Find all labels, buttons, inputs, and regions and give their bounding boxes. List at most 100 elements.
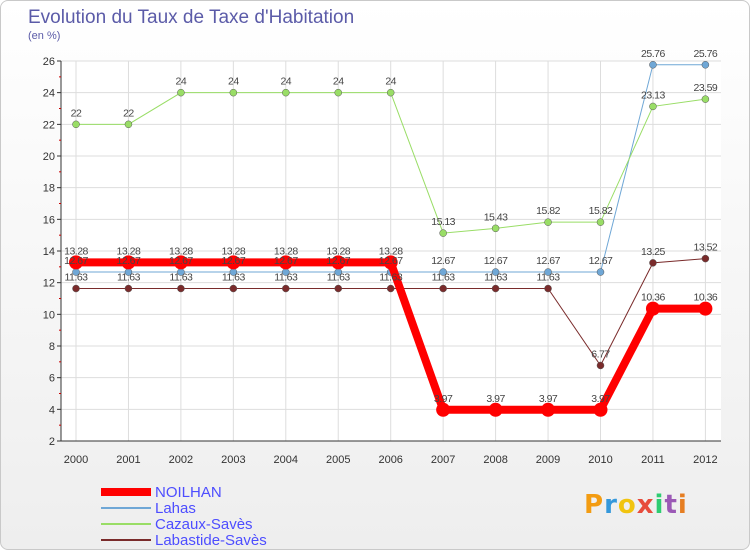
data-label: 10.36 xyxy=(694,292,718,304)
data-point xyxy=(544,268,552,276)
data-label: 24 xyxy=(333,76,344,88)
x-tick-label: 2009 xyxy=(536,454,560,466)
data-point xyxy=(177,284,185,293)
y-tick-label: 24 xyxy=(43,88,55,100)
data-label: 12.67 xyxy=(536,255,560,267)
data-label: 13.28 xyxy=(326,245,350,257)
data-label: 3.97 xyxy=(591,393,610,405)
data-label: 11.63 xyxy=(169,272,193,284)
data-label: 11.63 xyxy=(327,272,351,284)
data-point xyxy=(72,120,80,129)
data-label: 11.63 xyxy=(432,272,456,284)
logo-letter: t xyxy=(664,490,678,520)
data-label: 12.67 xyxy=(431,255,455,267)
data-label: 22 xyxy=(123,107,134,119)
data-label: 23.59 xyxy=(694,82,718,94)
data-point xyxy=(124,284,133,293)
data-label: 24 xyxy=(228,76,239,88)
data-point xyxy=(701,61,710,69)
data-point xyxy=(491,224,500,233)
legend-item: NOILHAN xyxy=(101,483,267,501)
data-label: 3.97 xyxy=(486,393,505,405)
logo-letter: x xyxy=(636,490,655,520)
data-point xyxy=(593,402,608,417)
x-tick-label: 2010 xyxy=(588,454,612,466)
data-label: 13.28 xyxy=(169,245,193,257)
data-point xyxy=(649,102,657,111)
data-label: 6.77 xyxy=(591,348,610,360)
y-tick-label: 20 xyxy=(43,151,55,163)
legend-swatch xyxy=(101,488,151,496)
legend-swatch xyxy=(101,539,151,541)
data-label: 13.28 xyxy=(274,245,298,257)
legend-swatch xyxy=(101,523,151,525)
legend-label: Lahas xyxy=(155,499,196,517)
data-point xyxy=(334,88,342,97)
data-label: 11.63 xyxy=(117,272,141,284)
data-label: 12.67 xyxy=(326,255,350,267)
legend-item: Lahas xyxy=(101,499,267,517)
data-label: 11.63 xyxy=(484,272,508,284)
data-point xyxy=(226,255,241,270)
data-point xyxy=(544,218,552,226)
logo-letter: i xyxy=(677,490,688,520)
data-label: 13.28 xyxy=(379,245,403,257)
y-tick-label: 12 xyxy=(43,278,55,290)
data-point xyxy=(386,284,395,293)
y-tick-label: 6 xyxy=(49,373,55,385)
legend-label: NOILHAN xyxy=(155,483,222,501)
y-tick-label: 4 xyxy=(49,404,55,416)
data-point xyxy=(436,402,451,417)
data-label: 12.67 xyxy=(589,255,613,267)
data-label: 3.97 xyxy=(539,393,558,405)
data-point xyxy=(596,218,605,226)
data-label: 11.63 xyxy=(65,272,89,284)
x-tick-label: 2002 xyxy=(169,454,193,466)
data-point xyxy=(386,88,395,97)
data-label: 24 xyxy=(176,76,187,88)
logo-letter: r xyxy=(604,490,618,520)
proxiti-logo: Proxiti xyxy=(584,490,688,520)
data-label: 12.67 xyxy=(379,255,403,267)
data-label: 15.82 xyxy=(589,205,613,217)
data-label: 25.76 xyxy=(641,48,665,60)
data-point xyxy=(439,229,447,237)
data-point xyxy=(69,255,83,270)
data-label: 11.63 xyxy=(274,272,298,284)
y-tick-label: 22 xyxy=(43,119,55,131)
legend-label: Labastide-Savès xyxy=(155,531,267,549)
y-tick-label: 16 xyxy=(43,214,55,226)
legend-item: Cazaux-Savès xyxy=(101,516,267,533)
data-point xyxy=(177,88,185,97)
data-point xyxy=(124,120,133,129)
data-label: 13.28 xyxy=(64,245,88,257)
data-point xyxy=(649,61,657,69)
x-tick-label: 2005 xyxy=(326,454,350,466)
x-tick-label: 2006 xyxy=(378,454,402,466)
data-point xyxy=(282,88,290,97)
data-label: 12.67 xyxy=(221,255,245,267)
data-point xyxy=(701,95,710,103)
y-tick-label: 18 xyxy=(43,183,55,195)
data-label: 23.13 xyxy=(641,89,665,101)
y-tick-label: 2 xyxy=(49,436,55,448)
data-label: 11.63 xyxy=(222,272,246,284)
data-label: 12.67 xyxy=(117,255,141,267)
data-point xyxy=(491,268,500,276)
data-label: 12.67 xyxy=(64,255,88,267)
legend: NOILHAN Lahas Cazaux-Savès Labastide-Savès xyxy=(101,483,267,549)
x-tick-label: 2011 xyxy=(641,454,665,466)
x-tick-label: 2012 xyxy=(693,454,717,466)
data-label: 12.67 xyxy=(484,255,508,267)
data-point xyxy=(229,88,238,97)
data-point xyxy=(72,284,80,293)
data-point xyxy=(645,301,660,316)
data-label: 15.82 xyxy=(536,205,560,217)
data-point xyxy=(541,402,556,417)
data-point xyxy=(383,255,398,270)
data-label: 25.76 xyxy=(694,48,718,60)
data-point xyxy=(544,284,552,293)
logo-letter: i xyxy=(654,490,665,520)
